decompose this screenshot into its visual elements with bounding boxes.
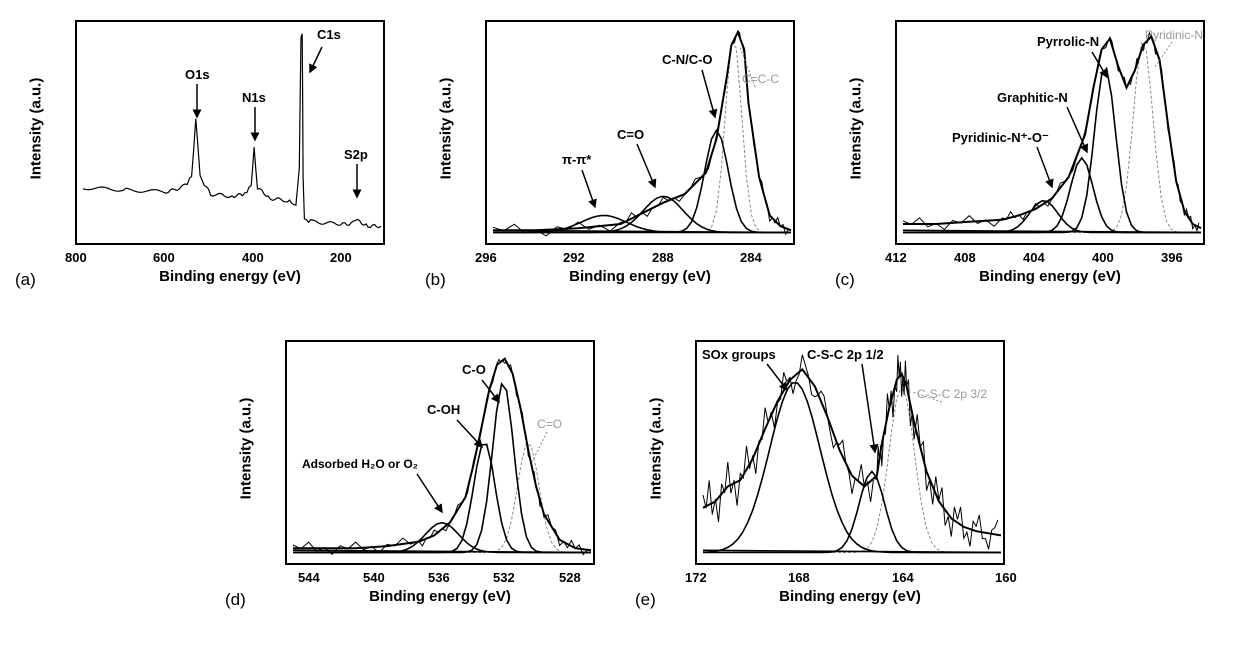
xtick-b-292: 292 xyxy=(563,250,583,265)
xlabel-d: Binding energy (eV) xyxy=(285,588,595,605)
xtick-d-528: 528 xyxy=(559,570,579,585)
plot-d: C-O C-OH Adsorbed H₂O or O₂ C=O xyxy=(285,340,595,565)
label-b: (b) xyxy=(425,270,446,290)
xtick-c-404: 404 xyxy=(1023,250,1043,265)
arrows-d xyxy=(287,342,597,567)
xtick-d-544: 544 xyxy=(298,570,318,585)
plot-a: O1s N1s C1s S2p xyxy=(75,20,385,245)
xtick-a-200: 200 xyxy=(330,250,350,265)
ylabel-e: Intensity (a.u.) xyxy=(647,398,664,500)
panel-a: O1s N1s C1s S2p Intensity (a.u.) 800 600… xyxy=(15,10,410,310)
panel-c: Pyrrolic-N Graphitic-N Pyridinic-N⁺-O⁻ P… xyxy=(835,10,1230,310)
ylabel-b: Intensity (a.u.) xyxy=(437,78,454,180)
panel-b: π-π* C=O C-N/C-O C=C-C Intensity (a.u.) … xyxy=(425,10,820,310)
xtick-c-412: 412 xyxy=(885,250,905,265)
ylabel-c: Intensity (a.u.) xyxy=(847,78,864,180)
xtick-c-400: 400 xyxy=(1092,250,1112,265)
arrows-e xyxy=(697,342,1007,567)
xtick-e-164: 164 xyxy=(892,570,912,585)
arrows-a xyxy=(77,22,387,247)
label-e: (e) xyxy=(635,590,656,610)
xtick-b-296: 296 xyxy=(475,250,495,265)
xtick-e-168: 168 xyxy=(788,570,808,585)
xtick-d-540: 540 xyxy=(363,570,383,585)
panel-d: C-O C-OH Adsorbed H₂O or O₂ C=O Intensit… xyxy=(225,330,620,630)
xtick-d-532: 532 xyxy=(493,570,513,585)
xlabel-b: Binding energy (eV) xyxy=(485,268,795,285)
ylabel-d: Intensity (a.u.) xyxy=(237,398,254,500)
xtick-b-284: 284 xyxy=(740,250,760,265)
xlabel-e: Binding energy (eV) xyxy=(695,588,1005,605)
xtick-a-800: 800 xyxy=(65,250,85,265)
panel-e: SOx groups C-S-C 2p 1/2 C-S-C 2p 3/2 Int… xyxy=(635,330,1030,630)
arrows-c xyxy=(897,22,1207,247)
label-a: (a) xyxy=(15,270,36,290)
xlabel-c: Binding energy (eV) xyxy=(895,268,1205,285)
xtick-c-396: 396 xyxy=(1161,250,1181,265)
xlabel-a: Binding energy (eV) xyxy=(75,268,385,285)
xtick-b-288: 288 xyxy=(652,250,672,265)
xtick-a-400: 400 xyxy=(242,250,262,265)
arrows-b xyxy=(487,22,797,247)
xtick-a-600: 600 xyxy=(153,250,173,265)
plot-b: π-π* C=O C-N/C-O C=C-C xyxy=(485,20,795,245)
label-d: (d) xyxy=(225,590,246,610)
plot-c: Pyrrolic-N Graphitic-N Pyridinic-N⁺-O⁻ P… xyxy=(895,20,1205,245)
plot-e: SOx groups C-S-C 2p 1/2 C-S-C 2p 3/2 xyxy=(695,340,1005,565)
xtick-d-536: 536 xyxy=(428,570,448,585)
xtick-c-408: 408 xyxy=(954,250,974,265)
ylabel-a: Intensity (a.u.) xyxy=(27,78,44,180)
xtick-e-172: 172 xyxy=(685,570,705,585)
xtick-e-160: 160 xyxy=(995,570,1015,585)
label-c: (c) xyxy=(835,270,855,290)
